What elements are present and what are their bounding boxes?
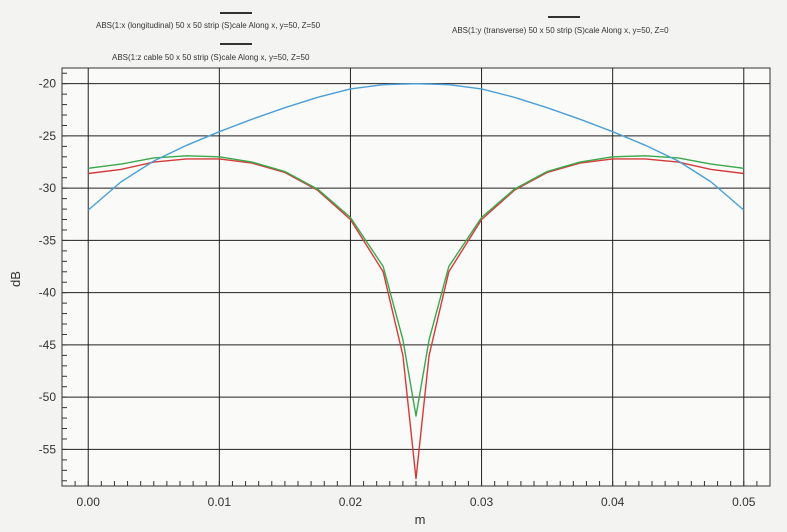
minor-ticks [62, 72, 758, 486]
legend-entry-green: ABS(1:z cable 50 x 50 strip (S)cale Alon… [112, 43, 310, 62]
legend-entry-red: ABS(1:x (longitudinal) 50 x 50 strip (S)… [96, 12, 321, 30]
x-tick-label: 0.03 [470, 495, 494, 509]
series-lines [87, 82, 745, 480]
legend: ABS(1:x (longitudinal) 50 x 50 strip (S)… [96, 12, 669, 62]
y-tick-labels: -20 -25 -30 -35 -40 -45 -50 -55 [39, 77, 57, 457]
x-tick-labels: 0.00 0.01 0.02 0.03 0.04 0.05 [77, 495, 756, 509]
legend-label-blue: ABS(1:y (transverse) 50 x 50 strip (S)ca… [452, 26, 669, 35]
y-tick-label: -45 [39, 338, 57, 352]
series-line-0 [88, 158, 744, 480]
grid [62, 68, 770, 486]
y-axis-label: dB [8, 271, 23, 287]
y-tick-label: -50 [39, 390, 57, 404]
y-tick-label: -40 [39, 286, 57, 300]
x-tick-label: 0.04 [601, 495, 625, 509]
legend-label-red: ABS(1:x (longitudinal) 50 x 50 strip (S)… [96, 21, 321, 30]
y-tick-label: -20 [39, 77, 57, 91]
y-tick-label: -35 [39, 233, 57, 247]
x-tick-label: 0.01 [208, 495, 232, 509]
plot-area [61, 67, 771, 487]
x-tick-label: 0.05 [732, 495, 756, 509]
x-tick-label: 0.02 [339, 495, 363, 509]
y-tick-label: -30 [39, 181, 57, 195]
x-axis-label: m [415, 512, 426, 527]
series-line-1 [88, 155, 744, 417]
x-tick-label: 0.00 [77, 495, 101, 509]
legend-label-green: ABS(1:z cable 50 x 50 strip (S)cale Alon… [112, 53, 310, 62]
y-tick-label: -25 [39, 129, 57, 143]
series-line-2 [87, 82, 745, 211]
legend-entry-blue: ABS(1:y (transverse) 50 x 50 strip (S)ca… [452, 16, 669, 35]
y-tick-label: -55 [39, 442, 57, 456]
